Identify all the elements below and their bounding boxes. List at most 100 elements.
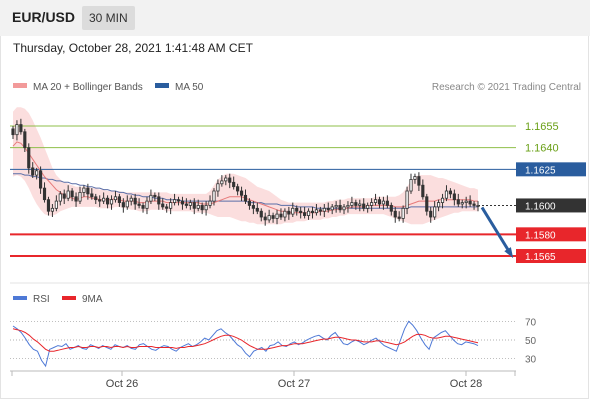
candle-body-51 bbox=[212, 190, 216, 202]
candle-body-13 bbox=[62, 193, 66, 199]
candle-body-20 bbox=[90, 193, 94, 198]
candle-body-96 bbox=[389, 205, 393, 212]
candle-body-118 bbox=[476, 205, 480, 207]
candle-body-80 bbox=[326, 207, 330, 211]
candle-body-73 bbox=[299, 210, 303, 214]
candle-body-45 bbox=[188, 202, 192, 206]
candle-body-19 bbox=[86, 187, 90, 195]
candle-body-81 bbox=[330, 206, 334, 211]
candle-body-27 bbox=[117, 196, 121, 203]
rsi-tick-label-1: 50 bbox=[525, 336, 537, 347]
candle-body-1 bbox=[15, 124, 19, 136]
candle-body-38 bbox=[161, 203, 165, 208]
candle-body-69 bbox=[283, 210, 287, 218]
price-levels bbox=[10, 125, 516, 257]
date-label-0: Oct 26 bbox=[106, 378, 138, 390]
candle-body-99 bbox=[401, 207, 405, 219]
candle-body-5 bbox=[31, 167, 35, 176]
candle-body-48 bbox=[200, 205, 204, 211]
candle-body-30 bbox=[129, 197, 133, 202]
candle-body-115 bbox=[464, 200, 468, 203]
candle-body-41 bbox=[172, 199, 177, 203]
candle-body-104 bbox=[421, 184, 425, 198]
candle-body-23 bbox=[102, 197, 106, 202]
level-label-2: 1.1625 bbox=[525, 165, 556, 176]
candle-body-117 bbox=[472, 203, 476, 206]
candle-body-89 bbox=[362, 203, 366, 209]
candle-body-64 bbox=[263, 216, 267, 221]
candle-body-84 bbox=[342, 206, 346, 211]
rsi-tick-label-2: 30 bbox=[525, 355, 537, 366]
candle-body-110 bbox=[444, 190, 449, 199]
candle-body-36 bbox=[153, 194, 157, 198]
rsi-ma-legend-label: 9MA bbox=[82, 294, 103, 305]
candle-body-0 bbox=[11, 128, 15, 136]
candle-body-7 bbox=[39, 170, 43, 189]
candle-body-54 bbox=[224, 177, 228, 182]
candle-body-108 bbox=[437, 202, 441, 208]
candle-body-106 bbox=[429, 210, 433, 218]
main-legend: MA 20 + Bollinger Bands MA 50 Research ©… bbox=[13, 82, 581, 93]
candle-body-34 bbox=[145, 200, 149, 209]
level-label-3: 1.1600 bbox=[525, 201, 556, 212]
candle-body-103 bbox=[417, 176, 421, 186]
candle-body-86 bbox=[350, 202, 354, 206]
level-tag-5 bbox=[516, 249, 586, 263]
projection-arrow-shaft bbox=[480, 206, 512, 254]
candle-body-40 bbox=[169, 202, 173, 209]
candle-body-68 bbox=[279, 213, 283, 218]
candle-body-37 bbox=[157, 196, 161, 205]
candle-body-15 bbox=[70, 190, 74, 198]
rsi-tick-label-0: 70 bbox=[525, 317, 537, 328]
date-label-2: Oct 28 bbox=[450, 378, 482, 390]
level-label-1: 1.1640 bbox=[525, 143, 559, 155]
candle-body-18 bbox=[82, 187, 86, 193]
candle-body-16 bbox=[74, 196, 78, 202]
rsi-legend-label: RSI bbox=[33, 294, 50, 305]
candle-body-70 bbox=[287, 210, 291, 215]
candle-body-10 bbox=[50, 207, 54, 212]
rsi-line bbox=[12, 320, 479, 368]
bollinger-band-area bbox=[13, 107, 478, 225]
candle-body-6 bbox=[35, 170, 39, 176]
candles bbox=[11, 118, 480, 226]
candle-body-60 bbox=[247, 200, 252, 206]
candle-body-39 bbox=[165, 206, 169, 209]
level-tag-2 bbox=[516, 162, 586, 177]
time-axis: Oct 26 Oct 27 Oct 28 bbox=[10, 370, 516, 390]
candle-body-3 bbox=[23, 131, 27, 149]
candle-body-62 bbox=[255, 207, 259, 212]
timeframe-button[interactable]: 30 MIN bbox=[82, 6, 135, 30]
candle-body-24 bbox=[105, 197, 110, 205]
candle-body-25 bbox=[109, 199, 114, 205]
ma20-legend-label: MA 20 + Bollinger Bands bbox=[33, 82, 143, 93]
candle-body-53 bbox=[220, 180, 224, 185]
level-label-0: 1.1655 bbox=[525, 121, 559, 133]
candle-body-31 bbox=[133, 197, 137, 205]
candle-body-79 bbox=[322, 207, 326, 212]
candle-body-76 bbox=[310, 210, 315, 214]
candle-body-75 bbox=[306, 210, 311, 216]
candle-body-83 bbox=[338, 205, 342, 211]
candle-body-92 bbox=[373, 199, 378, 203]
copyright-text: Research © 2021 Trading Central bbox=[432, 82, 581, 93]
candle-body-65 bbox=[267, 215, 271, 221]
candle-body-28 bbox=[121, 202, 125, 208]
candle-body-32 bbox=[137, 203, 141, 206]
candle-body-114 bbox=[460, 202, 464, 205]
level-tags: 1.1655 1.1640 1.1625 1.1600 1.1580 1.1565 bbox=[516, 121, 586, 263]
ma50-legend-label: MA 50 bbox=[175, 82, 204, 93]
candle-body-61 bbox=[251, 205, 255, 209]
candle-body-93 bbox=[377, 199, 382, 205]
candle-body-47 bbox=[196, 205, 200, 209]
ma50-legend-swatch bbox=[155, 83, 169, 88]
candle-body-9 bbox=[46, 199, 51, 212]
candle-body-14 bbox=[66, 190, 70, 199]
candle-body-107 bbox=[433, 206, 437, 218]
rsi-legend-swatch bbox=[13, 296, 27, 300]
candle-body-46 bbox=[192, 202, 196, 209]
symbol-title: EUR/USD bbox=[12, 9, 76, 25]
candle-body-109 bbox=[440, 197, 445, 203]
candle-body-90 bbox=[366, 205, 370, 209]
candle-body-67 bbox=[275, 213, 279, 219]
